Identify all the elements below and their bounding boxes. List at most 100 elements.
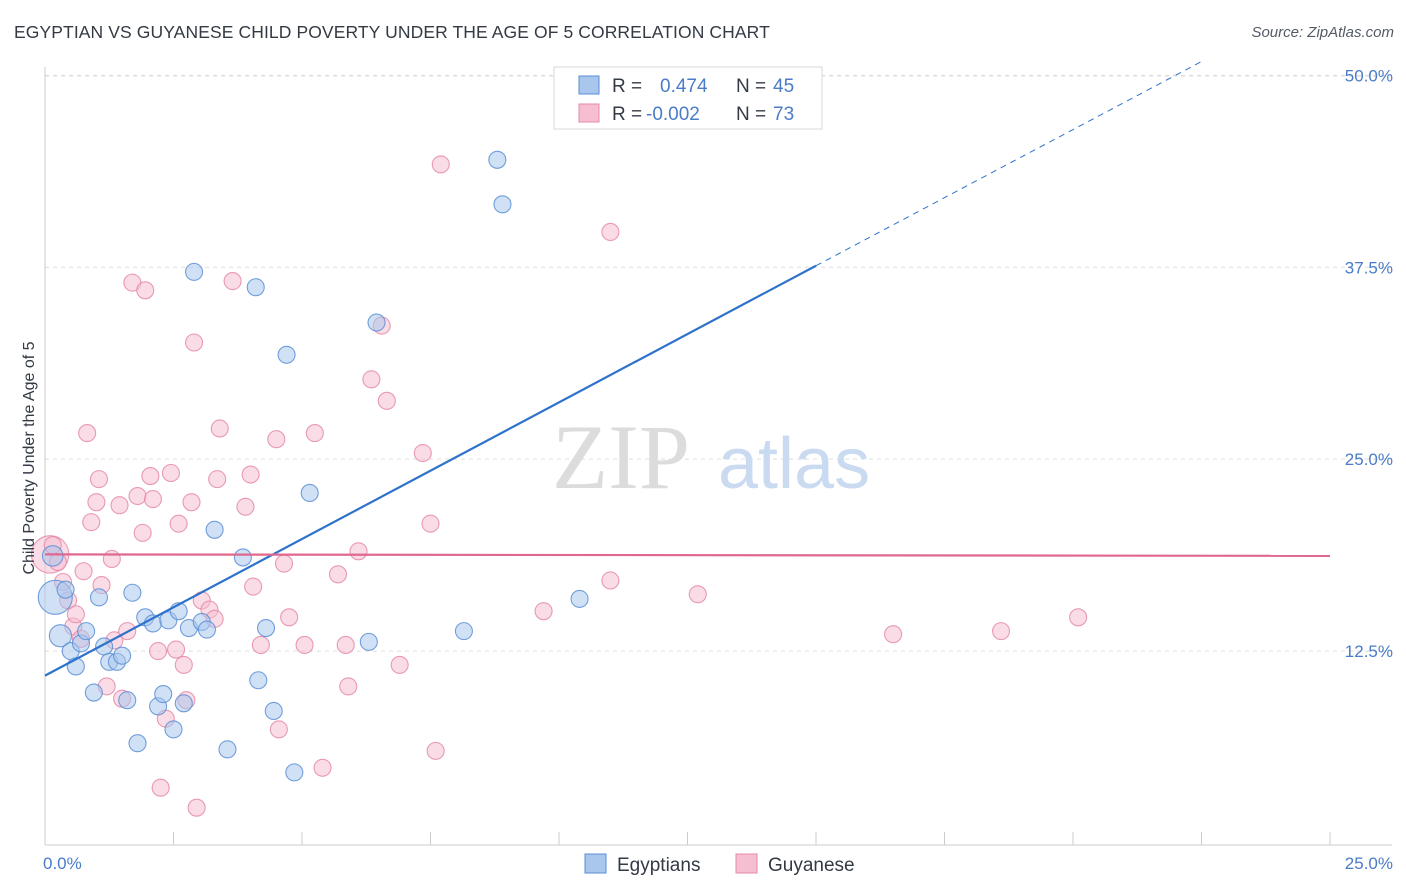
guyanese-point-39 [208,470,227,489]
y-tick-label-2: 37.5% [1345,258,1393,277]
legend-r-value-egyptians: 0.474 [660,76,708,97]
guyanese-point-69 [884,625,903,644]
egyptians-point-15 [128,734,147,753]
legend-swatch-egyptians [578,75,600,95]
guyanese-point-40 [210,419,229,438]
egyptians-point-8 [89,588,109,607]
guyanese-point-53 [328,565,348,584]
egyptians-point-1 [48,624,73,648]
guyanese-point-26 [151,778,170,797]
egyptians-point-35 [277,345,296,364]
guyanese-point-61 [413,443,432,463]
guyanese-point-66 [601,222,620,242]
guyanese-point-60 [390,655,409,674]
guyanese-point-55 [339,677,358,696]
guyanese-point-30 [169,514,188,533]
guyanese-point-62 [421,514,440,533]
y-tick-label-0: 12.5% [1345,642,1393,661]
guyanese-point-11 [89,470,109,489]
guyanese-point-33 [182,493,201,512]
trend-lines [44,61,1331,677]
egyptians-point-27 [197,620,216,639]
guyanese-point-68 [688,585,707,604]
legend-r-value-guyanese: -0.002 [646,104,700,125]
legend-n-label-egyptians: N = [736,76,766,97]
legend-swatch-guyanese [578,103,600,123]
guyanese-point-50 [295,635,314,654]
series-legend: Egyptians Guyanese [584,853,855,876]
legend-n-value-egyptians: 45 [773,76,794,97]
guyanese-point-63 [426,741,445,760]
egyptians-point-34 [264,701,283,721]
series-legend-swatch-guyanese [735,853,758,874]
egyptians-point-43 [570,589,589,608]
guyanese-point-25 [149,642,168,661]
series-legend-swatch-egyptians [584,853,607,874]
guyanese-point-67 [601,571,620,590]
egyptians-trend-line [44,264,817,677]
guyanese-point-51 [305,424,324,443]
guyanese-point-16 [110,496,129,515]
x-tick-label-1: 25.0% [1345,854,1393,873]
guyanese-point-7 [74,562,93,581]
guyanese-point-20 [128,486,147,506]
source-label: Source: ZipAtlas.com [1251,24,1394,41]
guyanese-point-10 [87,493,106,512]
guyanese-point-54 [336,635,355,654]
egyptians-point-29 [218,740,237,759]
axes [44,67,1392,846]
guyanese-point-59 [377,391,396,410]
egyptians-point-38 [359,632,378,651]
guyanese-point-8 [78,424,97,443]
guyanese-point-48 [274,554,294,573]
guyanese-point-5 [66,605,85,624]
series-legend-label-egyptians: Egyptians [617,855,700,876]
guyanese-point-35 [187,798,206,817]
egyptians-point-31 [246,278,265,297]
stats-legend: R = 0.474 N = 45 R = -0.002 N = 73 [553,66,823,130]
guyanese-point-14 [102,549,121,569]
egyptians-point-6 [77,622,96,641]
legend-n-value-guyanese: 73 [773,104,794,125]
chart-title: EGYPTIAN VS GUYANESE CHILD POVERTY UNDER… [14,22,770,42]
egyptians-point-14 [123,583,142,602]
guyanese-point-52 [313,758,332,777]
y-tick-label-3: 50.0% [1345,66,1393,85]
egyptians-point-7 [84,683,103,702]
legend-n-label-guyanese: N = [736,104,766,125]
guyanese-point-34 [185,333,204,352]
x-tick-label-0: 0.0% [43,854,82,873]
y-tick-labels: 12.5% 25.0% 37.5% 50.0% [1345,66,1393,661]
guyanese-point-44 [244,577,263,596]
guyanese-point-49 [280,608,299,627]
guyanese-point-42 [236,497,255,516]
guyanese-point-28 [161,463,180,483]
egyptians-point-28 [205,520,224,539]
guyanese-point-71 [1069,608,1088,627]
egyptians-point-25 [185,262,204,281]
egyptians-point-33 [256,619,276,638]
egyptians-points [37,150,589,782]
guyanese-point-23 [141,467,160,486]
egyptians-point-23 [174,694,193,713]
guyanese-point-24 [143,490,162,509]
egyptians-point-41 [488,150,507,169]
guyanese-point-57 [362,370,381,389]
series-legend-label-guyanese: Guyanese [768,855,855,876]
guyanese-point-64 [431,155,450,174]
guyanese-point-9 [82,513,101,532]
y-tick-label-1: 25.0% [1345,450,1393,469]
egyptians-point-2 [56,580,75,599]
egyptians-trend-extension [815,61,1202,267]
legend-r-label-guyanese: R = [612,104,642,125]
guyanese-point-46 [267,430,286,449]
egyptians-point-39 [367,313,386,332]
y-axis-label: Child Poverty Under the Age of 5 [21,341,38,574]
egyptians-point-19 [154,685,173,704]
watermark: ZIP atlas [552,406,870,508]
guyanese-point-70 [991,622,1011,641]
guyanese-point-22 [136,281,155,300]
egyptians-point-12 [113,646,132,665]
legend-r-label-egyptians: R = [612,76,642,97]
